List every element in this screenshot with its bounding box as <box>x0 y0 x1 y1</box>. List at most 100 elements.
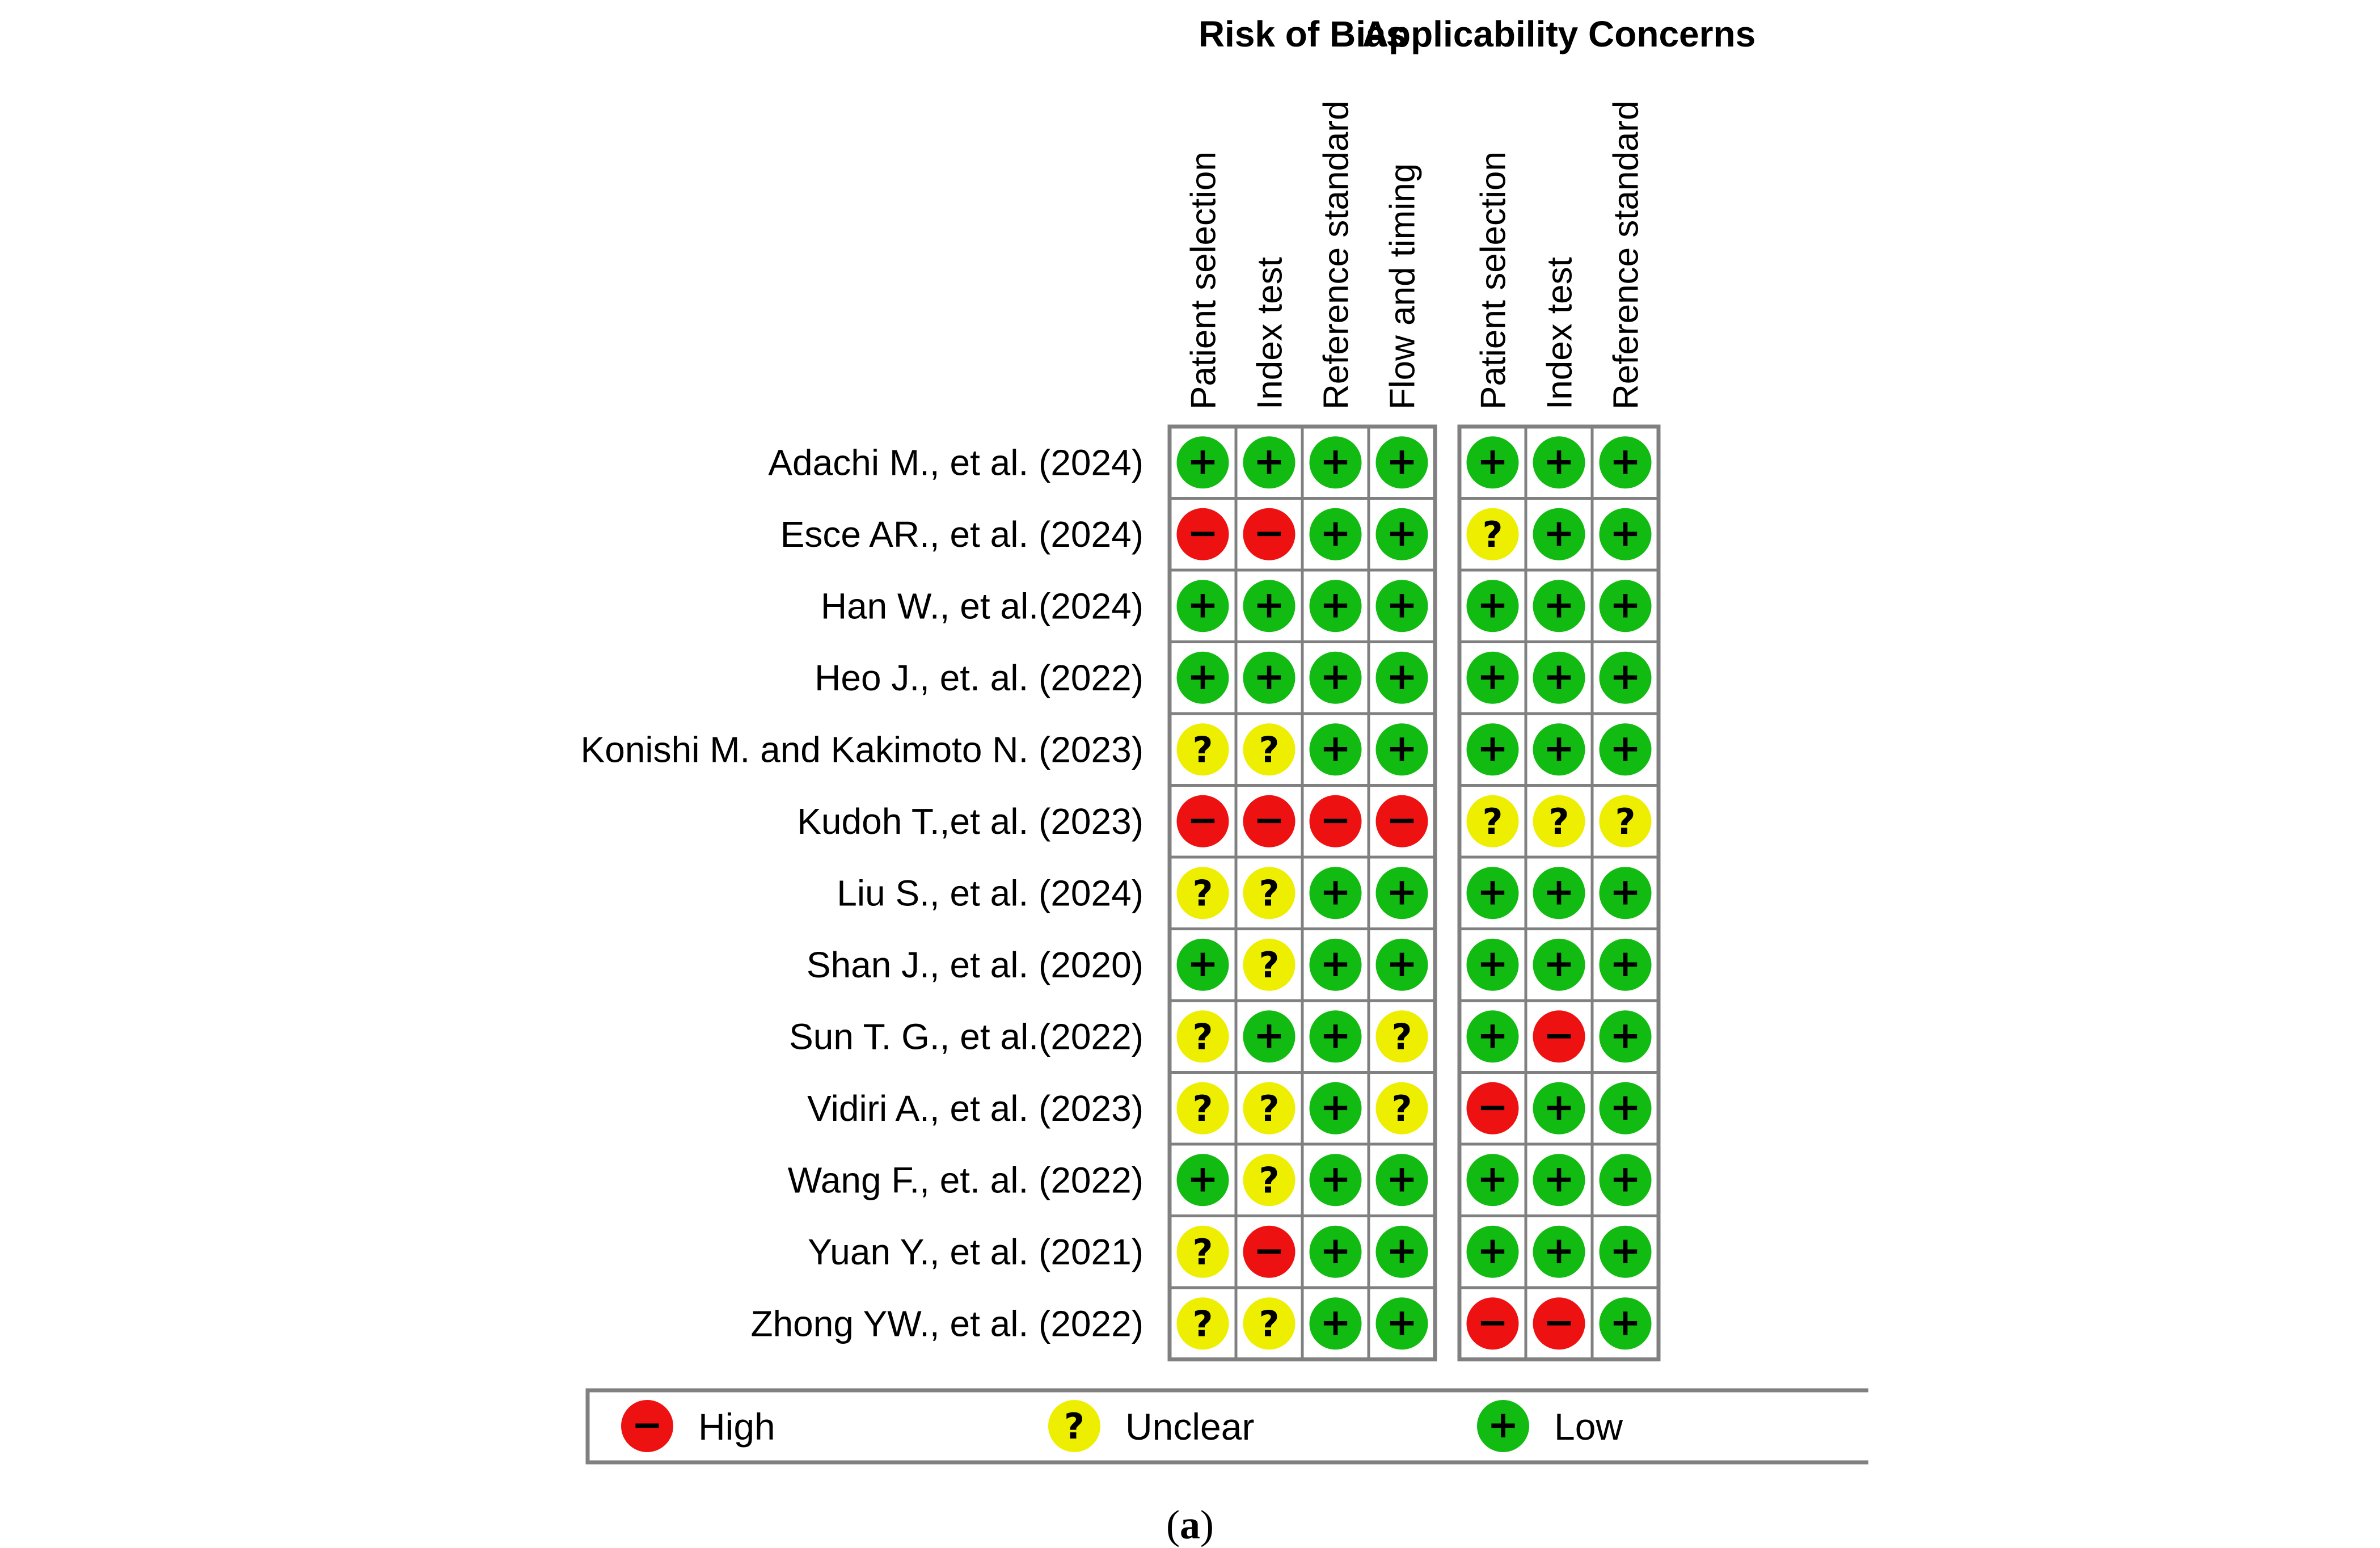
cell-symbol-low: + <box>1610 1085 1641 1129</box>
cell-low: + <box>1466 1010 1519 1063</box>
cell-low: + <box>1599 1082 1652 1134</box>
cell-high: − <box>1309 795 1362 847</box>
study-label: Zhong YW., et al. (2022) <box>750 1303 1143 1344</box>
cell-marker-low <box>1309 867 1362 919</box>
cell-low: + <box>1375 723 1428 776</box>
cell-marker-low <box>1533 1154 1585 1207</box>
caption-close: ) <box>1200 1502 1214 1547</box>
cell-symbol-unclear: ? <box>1259 872 1280 914</box>
column-labels: Patient selection Index test Reference sta… <box>1184 100 1646 410</box>
cell-symbol-unclear: ? <box>1193 1231 1213 1273</box>
cell-marker-high <box>1466 1297 1519 1350</box>
cell-low: + <box>1533 580 1585 632</box>
cell-low: + <box>1375 1297 1428 1350</box>
cell-high: − <box>1466 1297 1519 1350</box>
cell-unclear: ? <box>1243 1154 1296 1207</box>
cell-unclear: ? <box>1466 508 1519 560</box>
cell-low: + <box>1309 508 1362 560</box>
cell-marker-low <box>1309 1082 1362 1134</box>
cell-symbol-high: − <box>1320 798 1351 842</box>
cell-symbol-low: + <box>1386 439 1417 483</box>
cell-low: + <box>1533 651 1585 704</box>
cell-low: + <box>1375 1225 1428 1278</box>
cell-low: + <box>1466 867 1519 919</box>
column-label-risk-of-bias-reference-standard: Reference standard <box>1317 100 1356 410</box>
cell-symbol-low: + <box>1477 1013 1508 1057</box>
cell-marker-low <box>1599 1225 1652 1278</box>
cell-symbol-low: + <box>1386 1300 1417 1344</box>
cell-marker-unclear <box>1243 867 1296 919</box>
cell-symbol-low: + <box>1477 870 1508 913</box>
cell-low: + <box>1599 723 1652 776</box>
group-title-applicability-concerns: Applicability Concerns <box>1362 14 1756 54</box>
cell-low: + <box>1533 938 1585 991</box>
cell-marker-low <box>1533 508 1585 560</box>
cell-marker-high <box>1176 508 1229 560</box>
cell-unclear: ? <box>1176 1010 1229 1063</box>
cell-low: + <box>1533 723 1585 776</box>
cell-low: + <box>1375 436 1428 489</box>
cell-symbol-low: + <box>1320 942 1351 985</box>
cell-marker-low <box>1533 723 1585 776</box>
cell-low: + <box>1243 651 1296 704</box>
column-label-applicability-concerns-patient-selection: Patient selection <box>1474 151 1513 410</box>
cell-symbol-low: + <box>1610 583 1641 626</box>
cell-symbol-low: + <box>1610 1300 1641 1344</box>
cell-symbol-low: + <box>1187 583 1218 626</box>
cell-symbol-low: + <box>1320 439 1351 483</box>
cell-symbol-low: + <box>1477 942 1508 985</box>
cell-symbol-unclear: ? <box>1193 1016 1213 1057</box>
cell-low: + <box>1309 436 1362 489</box>
cell-symbol-low: + <box>1254 439 1285 483</box>
cell-symbol-unclear: ? <box>1259 1159 1280 1201</box>
cell-marker-low <box>1375 938 1428 991</box>
cell-marker-low <box>1176 580 1229 632</box>
cell-marker-unclear <box>1533 795 1585 847</box>
cell-marker-unclear <box>1176 1225 1229 1278</box>
cell-symbol-low: + <box>1610 1013 1641 1057</box>
cell-symbol-high: − <box>1543 1013 1575 1057</box>
cell-high: − <box>1176 795 1229 847</box>
cell-marker-low <box>1309 436 1362 489</box>
cell-marker-low <box>1176 1154 1229 1207</box>
cell-symbol-low: + <box>1543 1229 1575 1272</box>
cell-low: + <box>1599 867 1652 919</box>
study-label: Shan J., et al. (2020) <box>807 944 1143 985</box>
cell-marker-high <box>1243 1225 1296 1278</box>
cell-symbol-low: + <box>1386 1157 1417 1200</box>
cell-low: + <box>1176 1154 1229 1207</box>
cell-marker-low <box>1243 1010 1296 1063</box>
cell-marker-low <box>1466 1010 1519 1063</box>
cell-low: + <box>1599 436 1652 489</box>
cell-high: − <box>1243 508 1296 560</box>
cell-low: + <box>1375 651 1428 704</box>
cell-symbol-low: + <box>1543 511 1575 555</box>
cell-marker-unclear <box>1375 1010 1428 1063</box>
study-label: Kudoh T.,et al. (2023) <box>797 801 1143 842</box>
cell-marker-low <box>1309 508 1362 560</box>
cell-low: + <box>1309 580 1362 632</box>
legend-label-unclear: Unclear <box>1125 1406 1254 1448</box>
cell-low: + <box>1309 1154 1362 1207</box>
cell-symbol-low: + <box>1610 726 1641 770</box>
cell-symbol-low: + <box>1386 583 1417 626</box>
cell-symbol-low: + <box>1477 726 1508 770</box>
cell-high: − <box>1375 795 1428 847</box>
cell-marker-low <box>1599 651 1652 704</box>
legend-symbol-unclear: ? <box>1064 1406 1084 1447</box>
study-label: Han W., et al.(2024) <box>821 585 1143 626</box>
cell-marker-low <box>1375 580 1428 632</box>
cell-symbol-high: − <box>1254 1229 1285 1272</box>
cell-symbol-low: + <box>1610 1229 1641 1272</box>
cell-symbol-low: + <box>1386 1229 1417 1272</box>
study-label: Wang F., et. al. (2022) <box>788 1159 1143 1200</box>
study-label: Adachi M., et al. (2024) <box>768 442 1143 483</box>
cell-unclear: ? <box>1176 1225 1229 1278</box>
cell-unclear: ? <box>1176 1297 1229 1350</box>
cell-symbol-high: − <box>1543 1300 1575 1344</box>
group-title-risk-of-bias: Risk of Bias <box>1199 14 1406 54</box>
cell-marker-low <box>1309 723 1362 776</box>
cell-marker-high <box>1176 795 1229 847</box>
cell-low: + <box>1375 867 1428 919</box>
cell-marker-low <box>1599 938 1652 991</box>
